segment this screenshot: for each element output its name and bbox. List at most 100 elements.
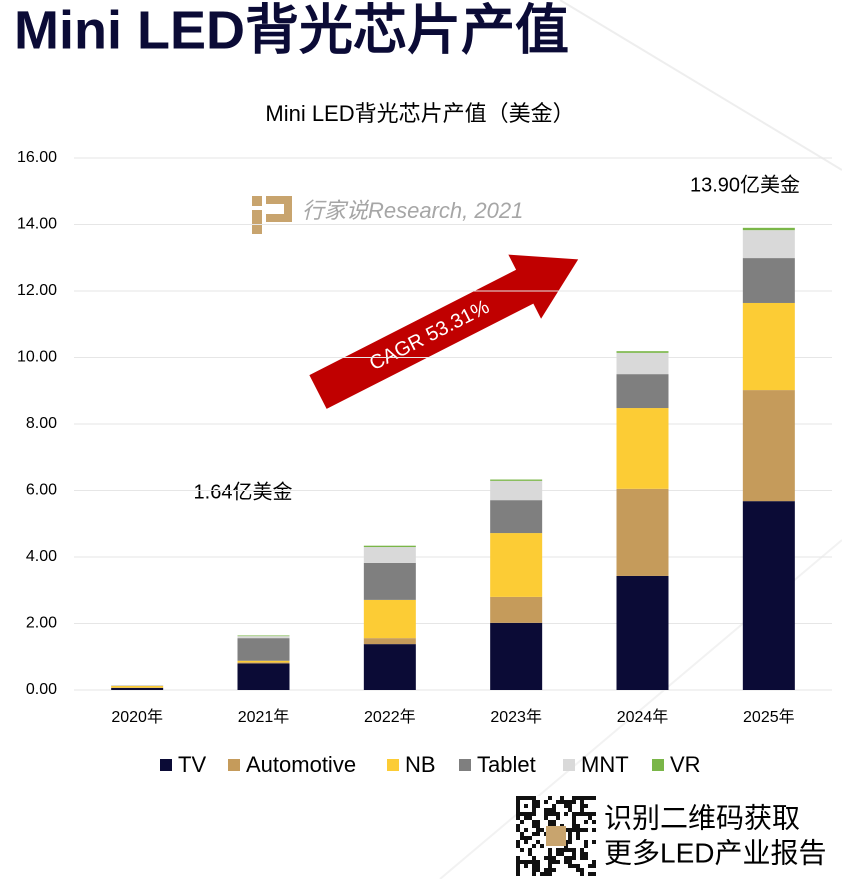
qr-cell: [580, 808, 584, 812]
qr-cell: [532, 864, 536, 868]
bar-segment: [743, 228, 795, 230]
qr-cell: [544, 872, 548, 876]
qr-cell: [520, 832, 524, 836]
qr-cell: [592, 864, 596, 868]
qr-text: 识别二维码获取: [604, 802, 800, 833]
qr-cell: [536, 868, 540, 872]
qr-cell: [516, 824, 520, 828]
bar-segment: [364, 638, 416, 644]
bar-segment: [111, 688, 163, 690]
qr-cell: [556, 800, 560, 804]
bar-segment: [743, 303, 795, 390]
qr-cell: [520, 820, 524, 824]
legend-swatch: [459, 759, 471, 771]
legend-swatch: [160, 759, 172, 771]
qr-cell: [516, 856, 520, 860]
bar-segment: [490, 480, 542, 481]
y-tick-label: 2.00: [26, 615, 57, 632]
qr-cell: [528, 860, 532, 864]
bar-segment: [364, 547, 416, 563]
qr-cell: [516, 840, 520, 844]
bar-segment: [238, 661, 290, 663]
cagr-arrow: CAGR 53.31%: [302, 227, 595, 424]
qr-cell: [568, 800, 572, 804]
qr-cell: [536, 864, 540, 868]
bar-segment: [238, 663, 290, 690]
x-tick-label: 2022年: [364, 708, 416, 726]
bar-segment: [617, 353, 669, 374]
cagr-label: CAGR 53.31%: [366, 296, 493, 375]
qr-cell: [540, 844, 544, 848]
qr-cell: [592, 872, 596, 876]
qr-cell: [588, 872, 592, 876]
legend-label: Automotive: [246, 752, 356, 777]
qr-cell: [584, 840, 588, 844]
qr-cell: [536, 828, 540, 832]
qr-cell: [584, 796, 588, 800]
qr-cell: [544, 812, 548, 816]
qr-cell: [564, 860, 568, 864]
qr-cell: [560, 800, 564, 804]
qr-cell: [572, 864, 576, 868]
y-tick-label: 8.00: [26, 415, 57, 432]
annotation: 13.90亿美金: [690, 173, 800, 196]
qr-cell: [572, 812, 576, 816]
qr-cell: [540, 872, 544, 876]
qr-cell: [524, 828, 528, 832]
qr-cell: [544, 808, 548, 812]
qr-cell: [520, 860, 524, 864]
qr-cell: [516, 844, 520, 848]
qr-cell: [564, 812, 568, 816]
qr-cell: [544, 868, 548, 872]
qr-cell: [572, 856, 576, 860]
x-tick-label: 2023年: [490, 708, 542, 726]
annotation: 1.64亿美金: [194, 480, 293, 503]
qr-cell: [552, 808, 556, 812]
qr-cell: [524, 796, 528, 800]
qr-cell: [548, 808, 552, 812]
bar-segment: [617, 408, 669, 489]
legend-label: Tablet: [477, 752, 536, 777]
x-tick-label: 2025年: [743, 708, 795, 726]
qr-cell: [544, 800, 548, 804]
bar-segment: [238, 638, 290, 661]
y-tick-label: 14.00: [17, 216, 57, 233]
qr-cell: [568, 836, 572, 840]
qr-cell: [568, 860, 572, 864]
qr-cell: [560, 852, 564, 856]
bar-segment: [490, 623, 542, 690]
qr-cell: [528, 816, 532, 820]
qr-cell: [524, 812, 528, 816]
qr-cell: [592, 796, 596, 800]
bar-segment: [238, 662, 290, 663]
qr-cell: [516, 796, 520, 800]
bar-segment: [238, 636, 290, 638]
qr-cell: [548, 812, 552, 816]
qr-cell: [576, 828, 580, 832]
qr-cell: [572, 816, 576, 820]
bar-segment: [490, 481, 542, 500]
qr-cell: [580, 800, 584, 804]
qr-cell: [568, 808, 572, 812]
qr-cell: [524, 860, 528, 864]
bar-segment: [743, 258, 795, 303]
qr-cell: [580, 848, 584, 852]
qr-cell: [572, 796, 576, 800]
bar-segment: [364, 644, 416, 690]
qr-cell: [548, 820, 552, 824]
qr-cell: [516, 864, 520, 868]
qr-cell: [588, 796, 592, 800]
qr-cell: [568, 804, 572, 808]
background-line: [560, 0, 842, 170]
y-tick-label: 16.00: [17, 149, 57, 166]
legend-label: TV: [178, 752, 206, 777]
qr-cell: [584, 820, 588, 824]
bar-segment: [238, 635, 290, 636]
qr-cell: [532, 800, 536, 804]
qr-cell: [580, 868, 584, 872]
qr-cell: [532, 820, 536, 824]
qr-cell: [588, 812, 592, 816]
qr-logo: [546, 826, 566, 846]
qr-cell: [556, 860, 560, 864]
